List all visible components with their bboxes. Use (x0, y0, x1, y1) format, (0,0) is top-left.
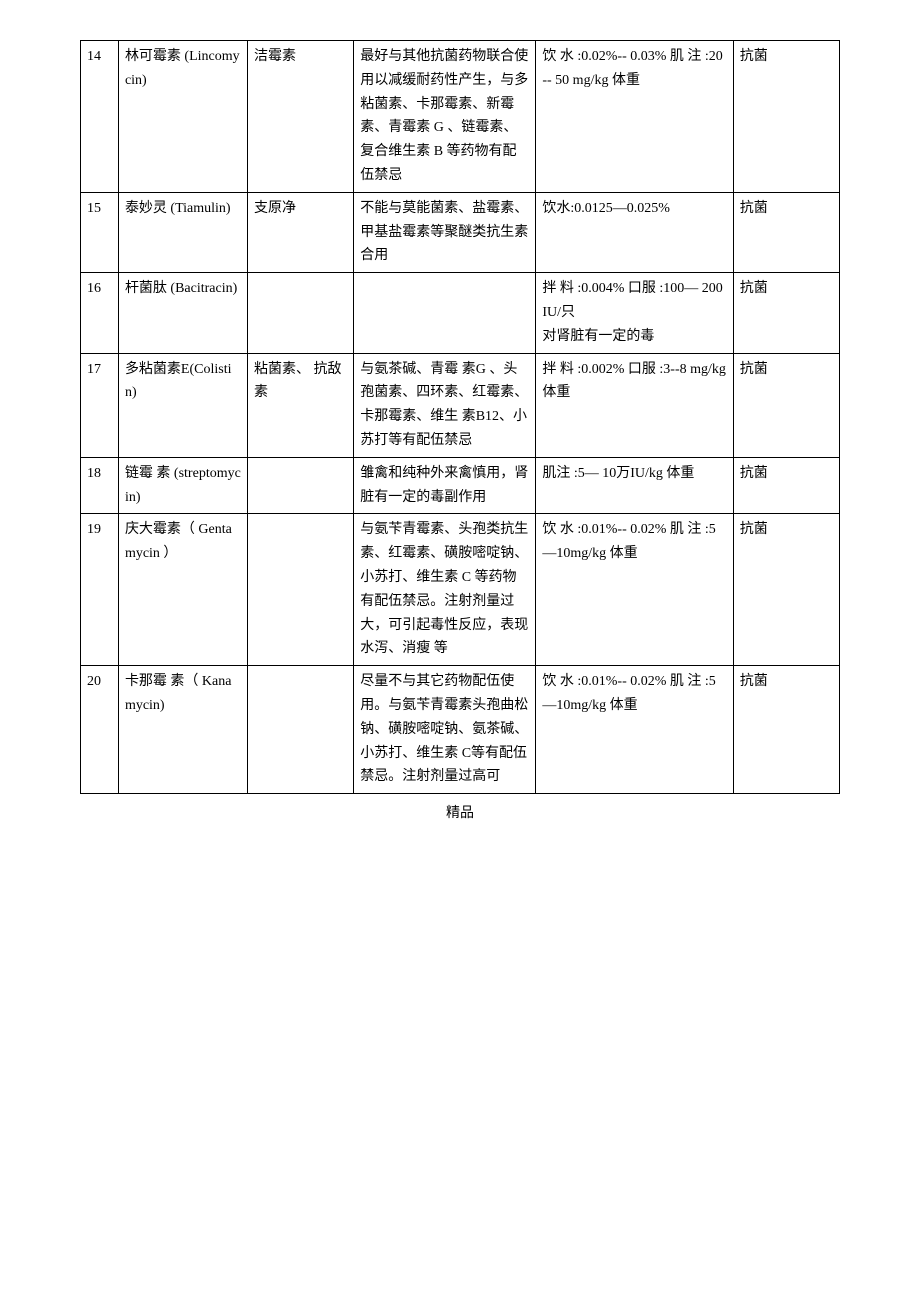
cell-alias: 洁霉素 (247, 41, 353, 193)
cell-dose: 饮 水 :0.02%-- 0.03% 肌 注 :20-- 50 mg/kg 体重 (536, 41, 733, 193)
table-row: 19庆大霉素（ Gentamycin ） 与氨苄青霉素、头孢类抗生素、红霉素、磺胺… (81, 514, 840, 666)
cell-type: 抗菌 (733, 192, 839, 272)
cell-name: 庆大霉素（ Gentamycin ） (118, 514, 247, 666)
cell-note (354, 273, 536, 353)
cell-alias (247, 666, 353, 794)
cell-type: 抗菌 (733, 41, 839, 193)
table-row: 16杆菌肽 (Bacitracin) 拌 料 :0.004% 口服 :100— 2… (81, 273, 840, 353)
cell-note: 与氨茶碱、青霉 素G 、头孢菌素、四环素、红霉素、卡那霉素、维生 素B12、小苏… (354, 353, 536, 457)
drug-table: 14林可霉素 (Lincomycin)洁霉素最好与其他抗菌药物联合使用以减缓耐药… (80, 40, 840, 794)
cell-alias: 粘菌素、 抗敌素 (247, 353, 353, 457)
cell-name: 卡那霉 素（ Kanamycin) (118, 666, 247, 794)
cell-type: 抗菌 (733, 273, 839, 353)
cell-num: 15 (81, 192, 119, 272)
cell-alias (247, 514, 353, 666)
cell-type: 抗菌 (733, 457, 839, 514)
cell-num: 17 (81, 353, 119, 457)
cell-note: 与氨苄青霉素、头孢类抗生素、红霉素、磺胺嘧啶钠、小苏打、维生素 C 等药物有配伍… (354, 514, 536, 666)
cell-dose: 拌 料 :0.004% 口服 :100— 200IU/只对肾脏有一定的毒 (536, 273, 733, 353)
cell-dose: 饮 水 :0.01%-- 0.02% 肌 注 :5—10mg/kg 体重 (536, 514, 733, 666)
drug-table-body: 14林可霉素 (Lincomycin)洁霉素最好与其他抗菌药物联合使用以减缓耐药… (81, 41, 840, 794)
cell-type: 抗菌 (733, 353, 839, 457)
cell-num: 14 (81, 41, 119, 193)
cell-dose: 肌注 :5— 10万IU/kg 体重 (536, 457, 733, 514)
cell-num: 16 (81, 273, 119, 353)
cell-name: 泰妙灵 (Tiamulin) (118, 192, 247, 272)
table-row: 20卡那霉 素（ Kanamycin) 尽量不与其它药物配伍使用。与氨苄青霉素头孢… (81, 666, 840, 794)
page-footer: 精品 (80, 802, 840, 822)
cell-type: 抗菌 (733, 666, 839, 794)
table-row: 18链霉 素 (streptomycin) 雏禽和纯种外来禽慎用，肾脏有一定的毒副… (81, 457, 840, 514)
cell-num: 20 (81, 666, 119, 794)
cell-name: 林可霉素 (Lincomycin) (118, 41, 247, 193)
cell-num: 19 (81, 514, 119, 666)
cell-alias (247, 457, 353, 514)
cell-note: 不能与莫能菌素、盐霉素、甲基盐霉素等聚醚类抗生素合用 (354, 192, 536, 272)
table-row: 17多粘菌素E(Colistin)粘菌素、 抗敌素与氨茶碱、青霉 素G 、头孢菌… (81, 353, 840, 457)
cell-note: 尽量不与其它药物配伍使用。与氨苄青霉素头孢曲松钠、磺胺嘧啶钠、氨茶碱、小苏打、维… (354, 666, 536, 794)
table-row: 15泰妙灵 (Tiamulin)支原净不能与莫能菌素、盐霉素、甲基盐霉素等聚醚类… (81, 192, 840, 272)
cell-dose: 饮水:0.0125—0.025% (536, 192, 733, 272)
cell-note: 最好与其他抗菌药物联合使用以减缓耐药性产生，与多粘菌素、卡那霉素、新霉素、青霉素… (354, 41, 536, 193)
cell-alias (247, 273, 353, 353)
cell-name: 杆菌肽 (Bacitracin) (118, 273, 247, 353)
table-row: 14林可霉素 (Lincomycin)洁霉素最好与其他抗菌药物联合使用以减缓耐药… (81, 41, 840, 193)
cell-name: 链霉 素 (streptomycin) (118, 457, 247, 514)
cell-dose: 饮 水 :0.01%-- 0.02% 肌 注 :5—10mg/kg 体重 (536, 666, 733, 794)
cell-num: 18 (81, 457, 119, 514)
cell-dose: 拌 料 :0.002% 口服 :3--8 mg/kg 体重 (536, 353, 733, 457)
cell-alias: 支原净 (247, 192, 353, 272)
cell-type: 抗菌 (733, 514, 839, 666)
cell-name: 多粘菌素E(Colistin) (118, 353, 247, 457)
cell-note: 雏禽和纯种外来禽慎用，肾脏有一定的毒副作用 (354, 457, 536, 514)
